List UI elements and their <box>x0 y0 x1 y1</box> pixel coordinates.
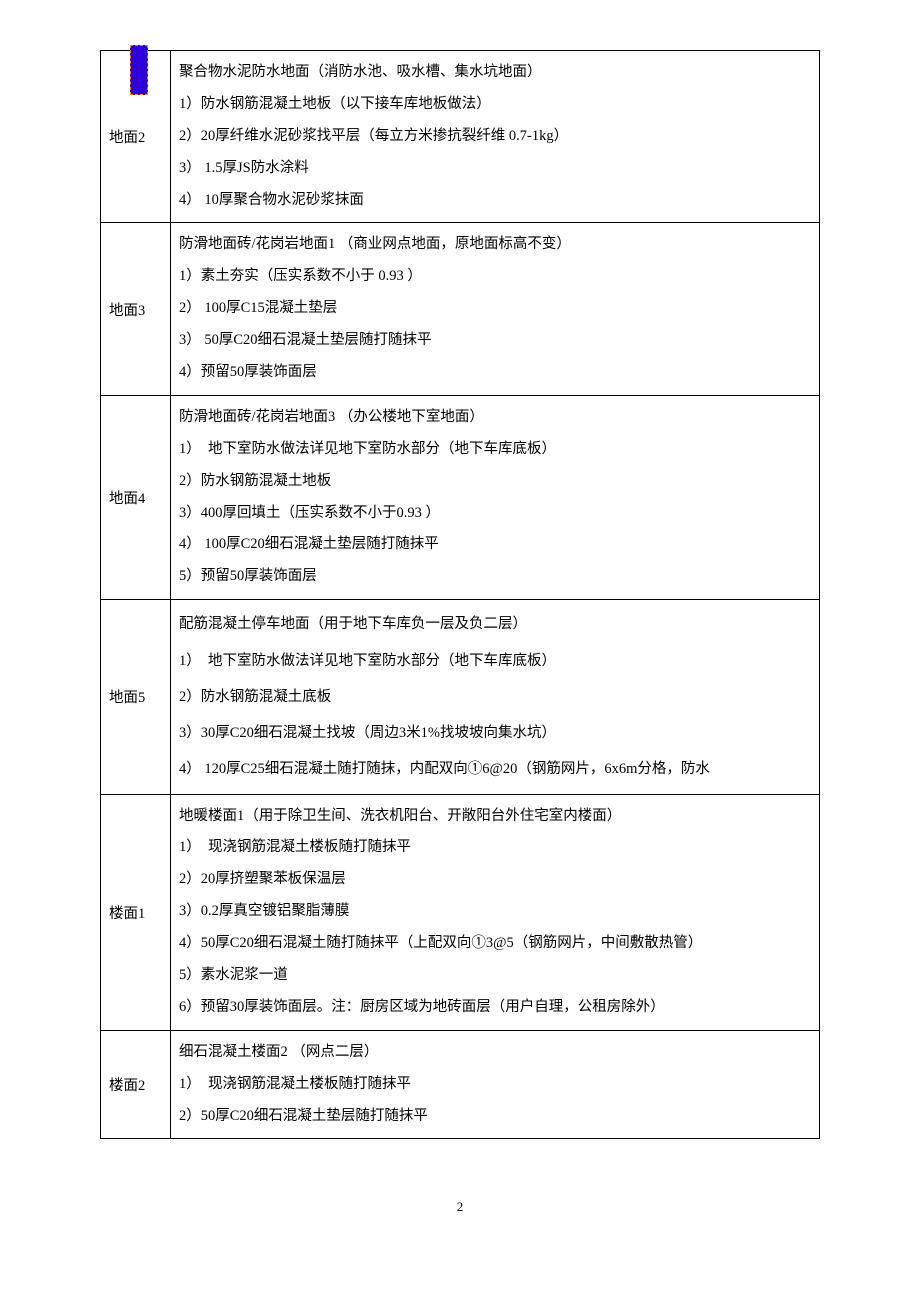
row-label: 地面3 <box>101 223 171 395</box>
content-line: 2） 100厚C15混凝土垫层 <box>179 293 811 325</box>
content-line: 聚合物水泥防水地面（消防水池、吸水槽、集水坑地面） <box>179 57 811 89</box>
content-line: 1） 现浇钢筋混凝土楼板随打随抹平 <box>179 1069 811 1101</box>
row-content: 聚合物水泥防水地面（消防水池、吸水槽、集水坑地面） 1）防水钢筋混凝土地板（以下… <box>171 51 820 223</box>
content-line: 3）30厚C20细石混凝土找坡（周边3米1%找坡坡向集水坑） <box>179 715 811 751</box>
table-row: 地面4 防滑地面砖/花岗岩地面3 （办公楼地下室地面） 1） 地下室防水做法详见… <box>101 395 820 599</box>
table-row: 地面3 防滑地面砖/花岗岩地面1 （商业网点地面，原地面标高不变） 1）素土夯实… <box>101 223 820 395</box>
row-label: 地面5 <box>101 600 171 794</box>
table-row: 楼面2 细石混凝土楼面2 （网点二层） 1） 现浇钢筋混凝土楼板随打随抹平 2）… <box>101 1030 820 1139</box>
content-line: 1） 现浇钢筋混凝土楼板随打随抹平 <box>179 832 811 864</box>
content-line: 3）400厚回填土（压实系数不小于0.93 ） <box>179 498 811 530</box>
row-label: 楼面1 <box>101 794 171 1030</box>
row-content: 细石混凝土楼面2 （网点二层） 1） 现浇钢筋混凝土楼板随打随抹平 2）50厚C… <box>171 1030 820 1139</box>
content-line: 4） 10厚聚合物水泥砂浆抹面 <box>179 185 811 217</box>
row-content: 地暖楼面1（用于除卫生间、洗衣机阳台、开敞阳台外住宅室内楼面） 1） 现浇钢筋混… <box>171 794 820 1030</box>
spec-table: 地面2 聚合物水泥防水地面（消防水池、吸水槽、集水坑地面） 1）防水钢筋混凝土地… <box>100 50 820 1139</box>
content-line: 2）20厚挤塑聚苯板保温层 <box>179 864 811 896</box>
content-line: 4）预留50厚装饰面层 <box>179 357 811 389</box>
table-row: 地面5 配筋混凝土停车地面（用于地下车库负一层及负二层） 1） 地下室防水做法详… <box>101 600 820 794</box>
content-line: 5）素水泥浆一道 <box>179 960 811 992</box>
content-line: 地暖楼面1（用于除卫生间、洗衣机阳台、开敞阳台外住宅室内楼面） <box>179 801 811 833</box>
content-line: 1）防水钢筋混凝土地板（以下接车库地板做法） <box>179 89 811 121</box>
row-label: 楼面2 <box>101 1030 171 1139</box>
content-line: 4） 100厚C20细石混凝土垫层随打随抹平 <box>179 529 811 561</box>
table-row: 地面2 聚合物水泥防水地面（消防水池、吸水槽、集水坑地面） 1）防水钢筋混凝土地… <box>101 51 820 223</box>
selection-marker <box>130 45 148 95</box>
content-line: 2）50厚C20细石混凝土垫层随打随抹平 <box>179 1101 811 1133</box>
content-line: 配筋混凝土停车地面（用于地下车库负一层及负二层） <box>179 606 811 642</box>
content-line: 1）素土夯实（压实系数不小于 0.93 ） <box>179 261 811 293</box>
content-line: 4）50厚C20细石混凝土随打随抹平（上配双向①3@5（钢筋网片，中间敷散热管） <box>179 928 811 960</box>
content-line: 细石混凝土楼面2 （网点二层） <box>179 1037 811 1069</box>
content-line: 1） 地下室防水做法详见地下室防水部分（地下车库底板） <box>179 643 811 679</box>
row-content: 配筋混凝土停车地面（用于地下车库负一层及负二层） 1） 地下室防水做法详见地下室… <box>171 600 820 794</box>
content-line: 3） 50厚C20细石混凝土垫层随打随抹平 <box>179 325 811 357</box>
row-label: 地面4 <box>101 395 171 599</box>
row-content: 防滑地面砖/花岗岩地面1 （商业网点地面，原地面标高不变） 1）素土夯实（压实系… <box>171 223 820 395</box>
content-line: 2）20厚纤维水泥砂浆找平层（每立方米掺抗裂纤维 0.7-1kg） <box>179 121 811 153</box>
table-row: 楼面1 地暖楼面1（用于除卫生间、洗衣机阳台、开敞阳台外住宅室内楼面） 1） 现… <box>101 794 820 1030</box>
page-number: 2 <box>100 1199 820 1215</box>
content-line: 2）防水钢筋混凝土底板 <box>179 679 811 715</box>
row-content: 防滑地面砖/花岗岩地面3 （办公楼地下室地面） 1） 地下室防水做法详见地下室防… <box>171 395 820 599</box>
content-line: 2）防水钢筋混凝土地板 <box>179 466 811 498</box>
content-line: 6）预留30厚装饰面层。注：厨房区域为地砖面层（用户自理，公租房除外） <box>179 992 811 1024</box>
content-line: 1） 地下室防水做法详见地下室防水部分（地下车库底板） <box>179 434 811 466</box>
content-line: 5）预留50厚装饰面层 <box>179 561 811 593</box>
content-line: 3）0.2厚真空镀铝聚脂薄膜 <box>179 896 811 928</box>
content-line: 4） 120厚C25细石混凝土随打随抹，内配双向①6@20（钢筋网片，6x6m分… <box>179 751 811 787</box>
content-line: 防滑地面砖/花岗岩地面3 （办公楼地下室地面） <box>179 402 811 434</box>
content-line: 3） 1.5厚JS防水涂料 <box>179 153 811 185</box>
content-line: 防滑地面砖/花岗岩地面1 （商业网点地面，原地面标高不变） <box>179 229 811 261</box>
